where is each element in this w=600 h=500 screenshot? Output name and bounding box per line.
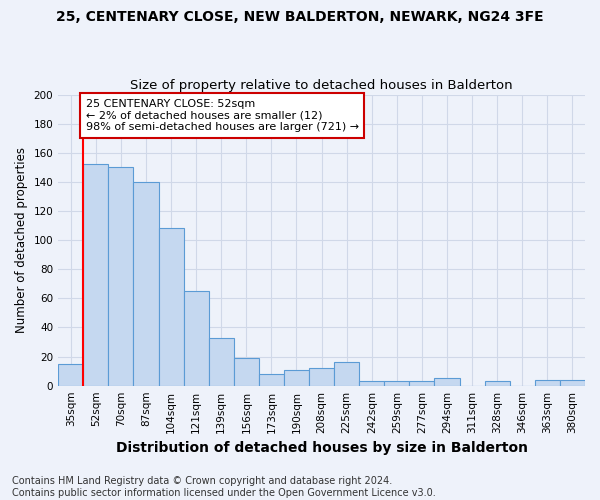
Bar (133, 182, 158, 386)
Title: Size of property relative to detached houses in Balderton: Size of property relative to detached ho… (130, 79, 513, 92)
Bar (485, 382, 510, 386)
Bar (158, 228, 184, 386)
Text: 25 CENTENARY CLOSE: 52sqm
← 2% of detached houses are smaller (12)
98% of semi-d: 25 CENTENARY CLOSE: 52sqm ← 2% of detach… (86, 99, 359, 132)
Bar (259, 374, 284, 386)
Bar (385, 382, 409, 386)
Bar (58, 364, 83, 386)
X-axis label: Distribution of detached houses by size in Balderton: Distribution of detached houses by size … (116, 441, 527, 455)
Bar (359, 382, 385, 386)
Y-axis label: Number of detached properties: Number of detached properties (15, 147, 28, 333)
Bar (309, 368, 334, 386)
Bar (209, 338, 234, 386)
Bar (434, 378, 460, 386)
Text: Contains HM Land Registry data © Crown copyright and database right 2024.
Contai: Contains HM Land Registry data © Crown c… (12, 476, 436, 498)
Bar (535, 380, 560, 386)
Bar (184, 291, 209, 386)
Bar (409, 382, 434, 386)
Bar (109, 168, 133, 386)
Bar (560, 380, 585, 386)
Bar (284, 370, 309, 386)
Bar (334, 362, 359, 386)
Bar (83, 164, 109, 386)
Text: 25, CENTENARY CLOSE, NEW BALDERTON, NEWARK, NG24 3FE: 25, CENTENARY CLOSE, NEW BALDERTON, NEWA… (56, 10, 544, 24)
Bar (234, 358, 259, 386)
